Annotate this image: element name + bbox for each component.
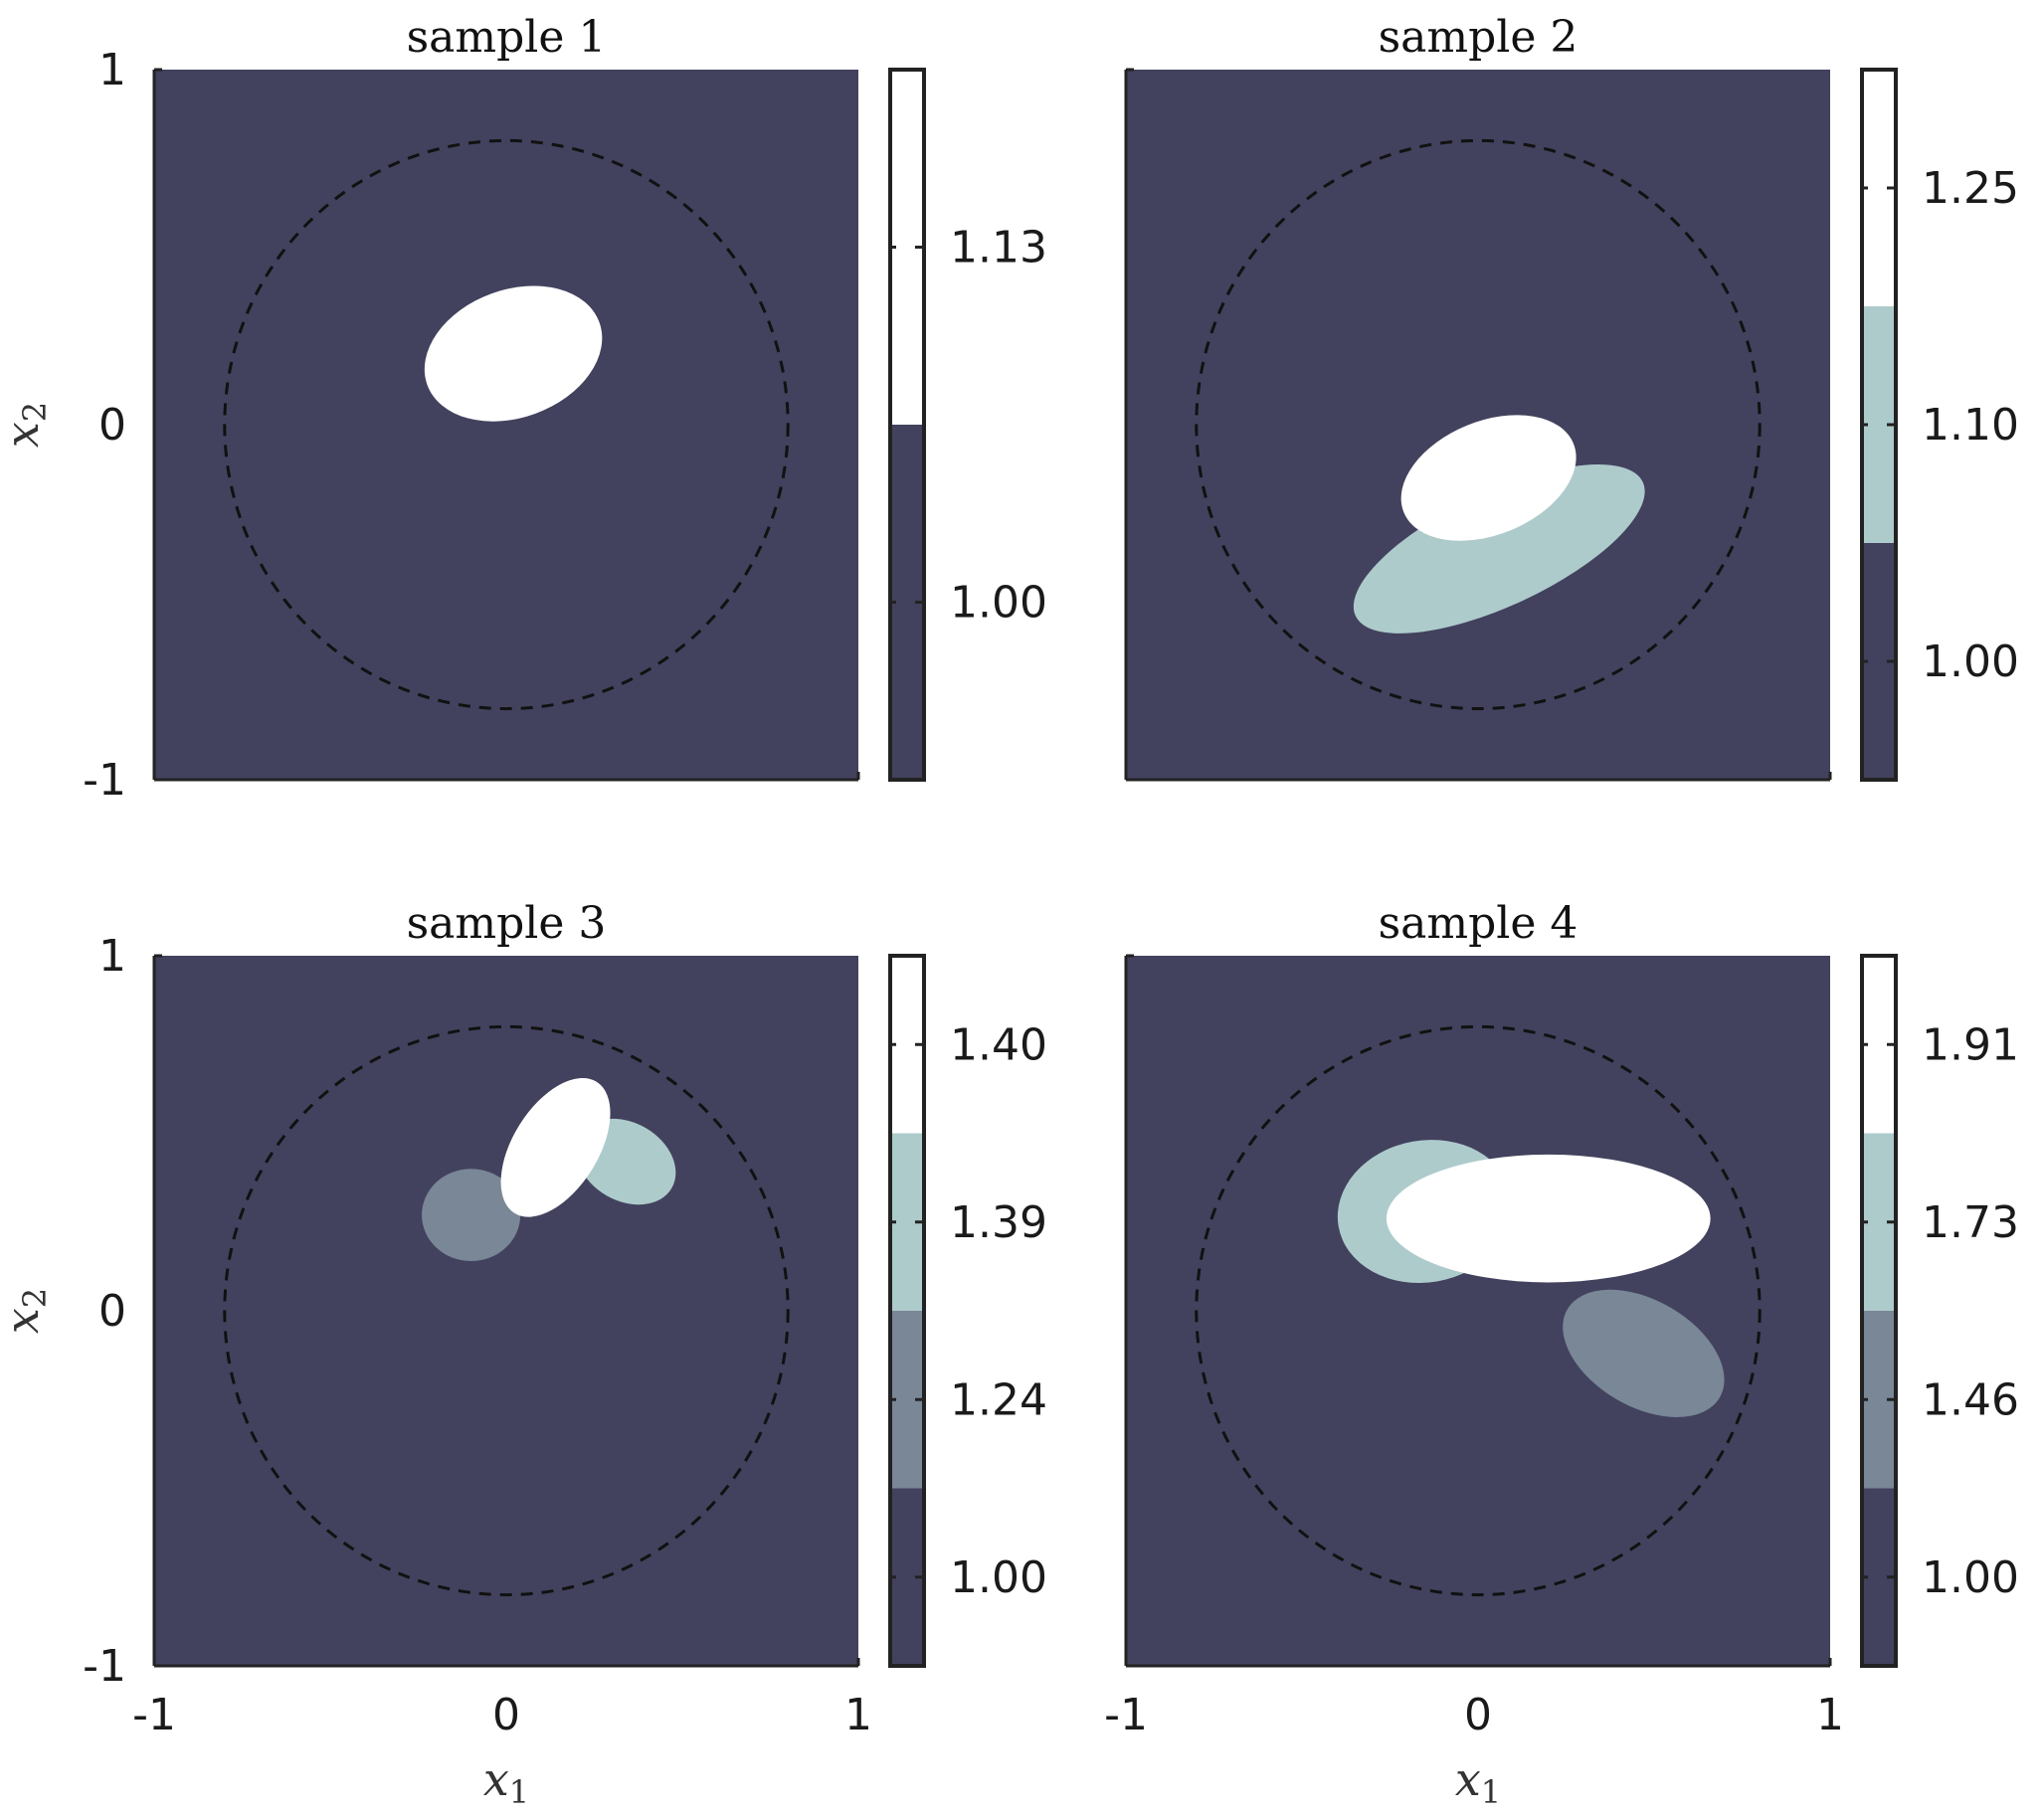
colorbar-tick-label: 1.24 (950, 1374, 1047, 1425)
colorbar-tick-label: 1.00 (1922, 637, 2019, 687)
colorbar-frame (1860, 954, 1898, 1668)
colorbar-frame (888, 954, 926, 1668)
inclusion-ellipse-1 (424, 285, 603, 422)
inclusion-ellipse-1 (1353, 464, 1645, 634)
colorbar: 1.00 1.13 (888, 68, 1047, 782)
boundary-circle (1195, 138, 1762, 711)
inclusion-ellipse-1 (1563, 1289, 1725, 1417)
colorbar-tick-label: 1.91 (1922, 1019, 2019, 1070)
boundary-circle (223, 138, 790, 711)
x-axis-label: x1 (1455, 1752, 1501, 1811)
colorbar-tick-label: 1.39 (950, 1197, 1047, 1248)
colorbar-tick-label: 1.00 (1922, 1552, 2019, 1603)
panel-title: sample 1 (407, 12, 607, 63)
x-tick-label: -1 (1104, 1690, 1148, 1740)
y-tick-label: -1 (83, 1641, 126, 1692)
boundary-circle (1195, 1024, 1762, 1597)
colorbar-tick-label: 1.25 (1922, 163, 2019, 214)
colorbar: 1.00 1.46 1.73 1.91 (1860, 954, 2019, 1668)
x-tick-label: 0 (1464, 1690, 1492, 1740)
y-axis-label: x2 (0, 402, 54, 448)
boundary-circle (223, 1024, 790, 1597)
colorbar-tick-label: 1.13 (950, 223, 1047, 273)
inclusion-ellipse-3 (1386, 1154, 1711, 1283)
panel-2: sample 2 1.00 1.10 1.25 (1124, 12, 2019, 782)
y-tick-label: 0 (98, 400, 126, 451)
colorbar-frame (888, 68, 926, 782)
plot-background (1126, 956, 1830, 1666)
y-tick-label: -1 (83, 755, 126, 806)
plot-background (154, 70, 858, 780)
panel-title: sample 4 (1379, 898, 1579, 949)
y-tick-label: 0 (98, 1286, 126, 1337)
inclusion-ellipse-3 (500, 1077, 611, 1217)
colorbar: 1.00 1.10 1.25 (1860, 68, 2019, 782)
colorbar-tick-label: 1.00 (950, 578, 1047, 629)
colorbar-tick-label: 1.40 (950, 1019, 1047, 1070)
panel-3: sample 3 1 0 -1-1 0 1 x2 x1 1.00 1.24 1.39 1.40 (0, 898, 1047, 1811)
colorbar-tick-label: 1.73 (1922, 1197, 2019, 1248)
x-tick-label: 1 (1816, 1690, 1844, 1740)
colorbar-tick-label: 1.00 (950, 1552, 1047, 1603)
inclusion-ellipse-1 (422, 1169, 521, 1262)
x-tick-label: 0 (492, 1690, 520, 1740)
panel-4: sample 4 -1 0 1 x1 1.00 1.46 1.73 1.91 (1104, 898, 2019, 1811)
colorbar-tick-label: 1.46 (1922, 1374, 2019, 1425)
panel-title: sample 3 (407, 898, 607, 949)
panel-title: sample 2 (1379, 12, 1579, 63)
y-tick-label: 1 (98, 45, 126, 95)
x-tick-label: -1 (132, 1690, 176, 1740)
x-axis-label: x1 (483, 1752, 529, 1811)
inclusion-ellipse-2 (1400, 415, 1577, 541)
colorbar: 1.00 1.24 1.39 1.40 (888, 954, 1047, 1668)
panel-1: sample 1 1 0 -1 x2 1.00 1.13 (0, 12, 1047, 806)
colorbar-tick-label: 1.10 (1922, 400, 2019, 451)
y-tick-label: 1 (98, 931, 126, 982)
y-axis-label: x2 (0, 1288, 54, 1334)
plot-background (154, 956, 858, 1666)
x-tick-label: 1 (844, 1690, 872, 1740)
